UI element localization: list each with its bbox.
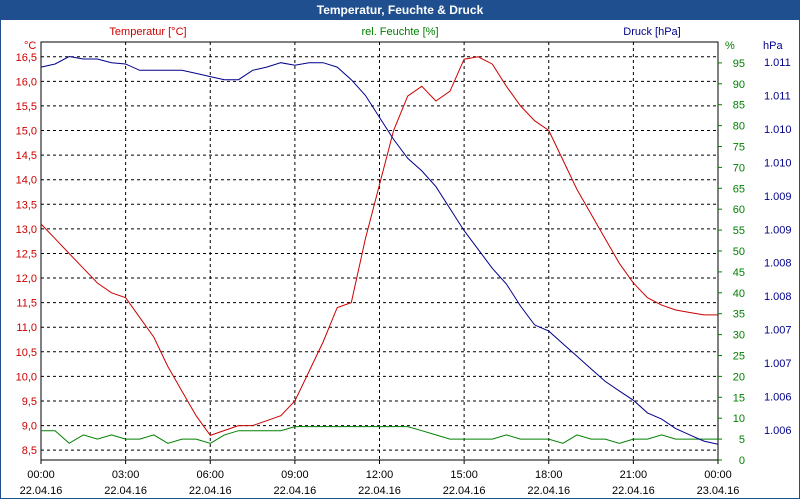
series-line-rel-feuchte <box>41 426 718 444</box>
y-tick-humidity: 70 <box>733 162 745 174</box>
y-tick-temp: 16,5 <box>16 52 37 64</box>
y-tick-pressure: 1.009 <box>764 191 792 203</box>
pressure-axis-label: Druck [hPa] <box>623 26 680 38</box>
x-tick-date: 22.04.16 <box>358 485 401 497</box>
left-axis-label: Temperatur [°C] <box>109 26 186 38</box>
x-tick-date: 22.04.16 <box>612 485 655 497</box>
y-tick-temp: 13,5 <box>16 199 37 211</box>
series-line-temperatur <box>40 56 718 436</box>
y-tick-pressure: 1.010 <box>764 124 792 136</box>
y-tick-temp: 15,0 <box>16 126 37 138</box>
x-tick-time: 21:00 <box>620 469 648 481</box>
y-tick-humidity: 40 <box>733 288 745 300</box>
y-tick-temp: 9,0 <box>22 421 37 433</box>
y-tick-pressure: 1.009 <box>764 224 792 236</box>
y-tick-humidity: 60 <box>733 204 745 216</box>
y-tick-pressure: 1.006 <box>764 425 792 437</box>
y-tick-temp: 14,0 <box>16 175 37 187</box>
y-tick-humidity: 80 <box>733 121 745 133</box>
y-tick-humidity: 0 <box>739 455 745 467</box>
x-tick-date: 22.04.16 <box>443 485 486 497</box>
y-tick-humidity: 50 <box>733 246 745 258</box>
y-tick-humidity: 5 <box>739 434 745 446</box>
y-tick-pressure: 1.006 <box>764 392 792 404</box>
x-tick-time: 00:00 <box>27 469 55 481</box>
y-tick-pressure: 1.011 <box>764 57 791 69</box>
x-tick-time: 15:00 <box>450 469 478 481</box>
y-tick-temp: 12,5 <box>16 248 37 260</box>
y-tick-temp: 8,5 <box>22 445 37 457</box>
y-tick-pressure: 1.008 <box>764 258 792 270</box>
x-tick-date: 23.04.16 <box>697 485 740 497</box>
y-tick-humidity: 15 <box>733 392 745 404</box>
y-tick-humidity: 25 <box>733 351 745 363</box>
pressure-axis-unit: hPa <box>763 40 783 52</box>
x-tick-time: 09:00 <box>281 469 309 481</box>
x-tick-date: 22.04.16 <box>104 485 147 497</box>
y-tick-humidity: 35 <box>733 309 745 321</box>
x-tick-date: 22.04.16 <box>20 485 63 497</box>
y-tick-temp: 16,0 <box>16 76 37 88</box>
y-tick-pressure: 1.007 <box>764 325 792 337</box>
y-tick-humidity: 90 <box>733 79 745 91</box>
x-tick-time: 00:00 <box>704 469 732 481</box>
y-tick-temp: 15,5 <box>16 101 37 113</box>
y-tick-temp: 12,0 <box>16 273 37 285</box>
humidity-axis-unit: % <box>725 40 735 52</box>
x-tick-time: 06:00 <box>196 469 224 481</box>
y-tick-humidity: 20 <box>733 371 745 383</box>
humidity-axis-label: rel. Feuchte [%] <box>361 26 438 38</box>
y-tick-temp: 10,5 <box>16 347 37 359</box>
y-tick-humidity: 65 <box>733 183 745 195</box>
y-tick-temp: 13,0 <box>16 224 37 236</box>
y-tick-temp: 10,0 <box>16 371 37 383</box>
x-tick-time: 03:00 <box>112 469 140 481</box>
y-tick-humidity: 45 <box>733 267 745 279</box>
y-tick-pressure: 1.010 <box>764 157 792 169</box>
y-tick-humidity: 10 <box>733 413 745 425</box>
y-tick-humidity: 75 <box>733 142 745 154</box>
y-tick-temp: 9,5 <box>22 396 37 408</box>
y-tick-humidity: 30 <box>733 330 745 342</box>
x-tick-time: 18:00 <box>535 469 563 481</box>
y-tick-temp: 11,0 <box>16 322 37 334</box>
y-tick-temp: 14,5 <box>16 150 37 162</box>
y-tick-humidity: 95 <box>733 58 745 70</box>
y-tick-humidity: 85 <box>733 100 745 112</box>
chart-title: Temperatur, Feuchte & Druck <box>0 0 800 20</box>
x-tick-date: 22.04.16 <box>189 485 232 497</box>
y-tick-temp: 11,5 <box>16 298 37 310</box>
x-tick-time: 12:00 <box>366 469 394 481</box>
y-tick-pressure: 1.011 <box>764 90 791 102</box>
left-axis-unit: °C <box>24 40 36 52</box>
y-tick-humidity: 55 <box>733 225 745 237</box>
series-line-druck <box>40 55 719 445</box>
y-tick-pressure: 1.008 <box>764 291 792 303</box>
x-tick-date: 22.04.16 <box>527 485 570 497</box>
x-tick-date: 22.04.16 <box>273 485 316 497</box>
y-tick-pressure: 1.007 <box>764 358 792 370</box>
